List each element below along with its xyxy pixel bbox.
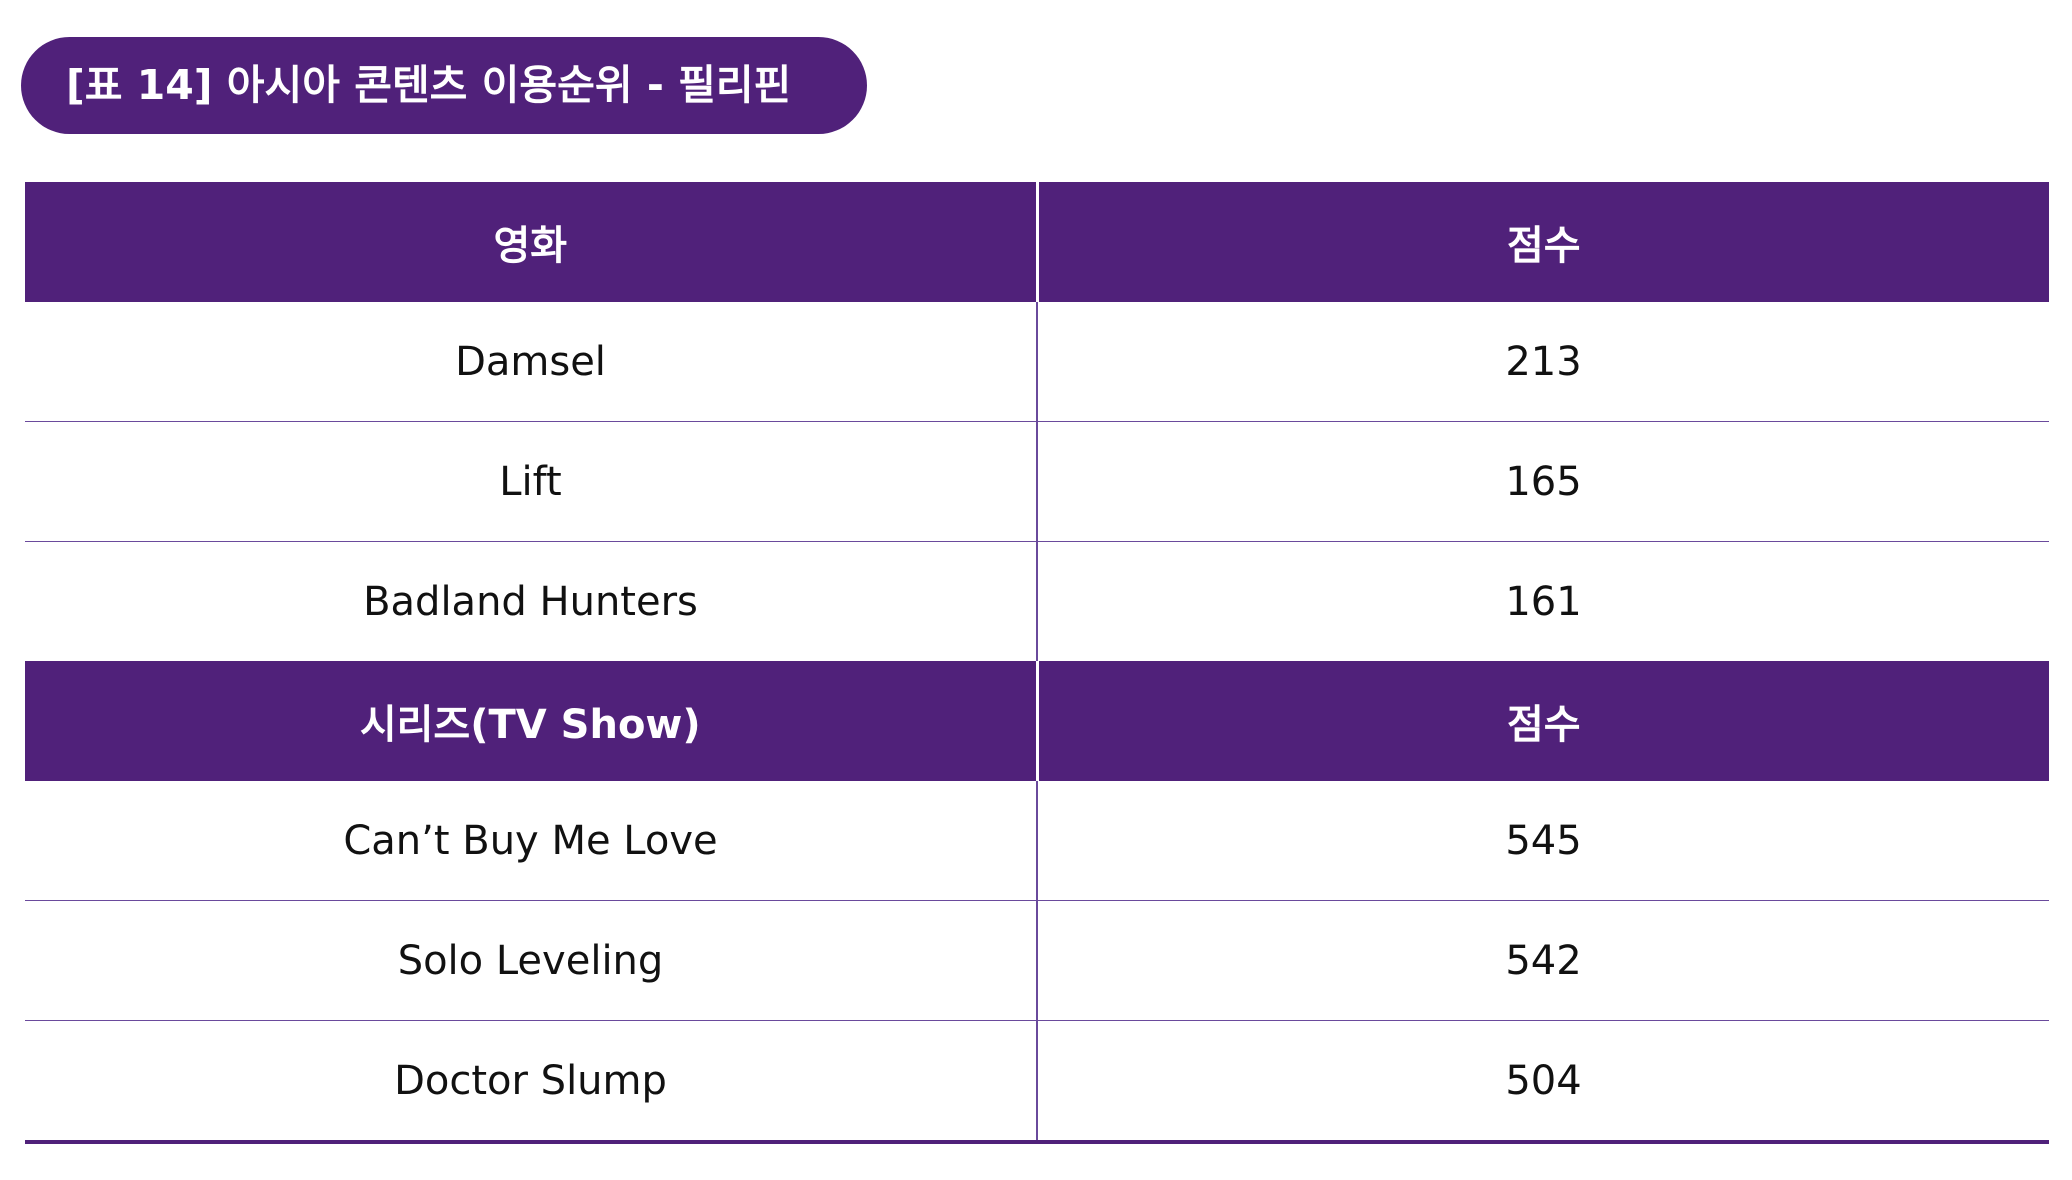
movies-header-row: 영화 점수 bbox=[25, 182, 2049, 302]
series-header-score: 점수 bbox=[1037, 661, 2049, 781]
score-cell: 545 bbox=[1037, 781, 2049, 901]
table-row: Lift 165 bbox=[25, 421, 2049, 542]
table-row: Solo Leveling 542 bbox=[25, 900, 2049, 1021]
content-ranking-table: 영화 점수 Damsel 213 Lift 165 Badland Hunter… bbox=[25, 182, 2049, 1144]
score-cell: 161 bbox=[1505, 578, 1582, 625]
score-cell: 165 bbox=[1037, 421, 2049, 542]
title-cell: Damsel bbox=[25, 302, 1038, 422]
table-row: Can’t Buy Me Love 545 bbox=[25, 781, 2049, 901]
score-cell: 213 bbox=[1037, 302, 2049, 422]
series-header-row: 시리즈(TV Show) 점수 bbox=[25, 661, 2049, 781]
table-row: Damsel 213 bbox=[25, 302, 2049, 422]
table-row: Doctor Slump 504 bbox=[25, 1020, 2049, 1144]
score-cell: 542 bbox=[1037, 900, 2049, 1021]
title-cell: Can’t Buy Me Love bbox=[25, 781, 1038, 901]
title-cell: Solo Leveling bbox=[25, 900, 1038, 1021]
title-cell: Doctor Slump bbox=[25, 1020, 1038, 1144]
movies-header-category: 영화 bbox=[25, 182, 1039, 302]
table-row: Badland Hunters 161 bbox=[25, 541, 2049, 661]
table-title: [표 14] 아시아 콘텐츠 이용순위 - 필리핀 bbox=[21, 37, 867, 134]
title-cell: Badland Hunters bbox=[25, 541, 1038, 661]
series-header-category: 시리즈(TV Show) bbox=[25, 661, 1039, 781]
title-cell: Lift bbox=[25, 421, 1038, 542]
movies-header-score: 점수 bbox=[1037, 182, 2049, 302]
score-cell: 504 bbox=[1037, 1020, 2049, 1144]
